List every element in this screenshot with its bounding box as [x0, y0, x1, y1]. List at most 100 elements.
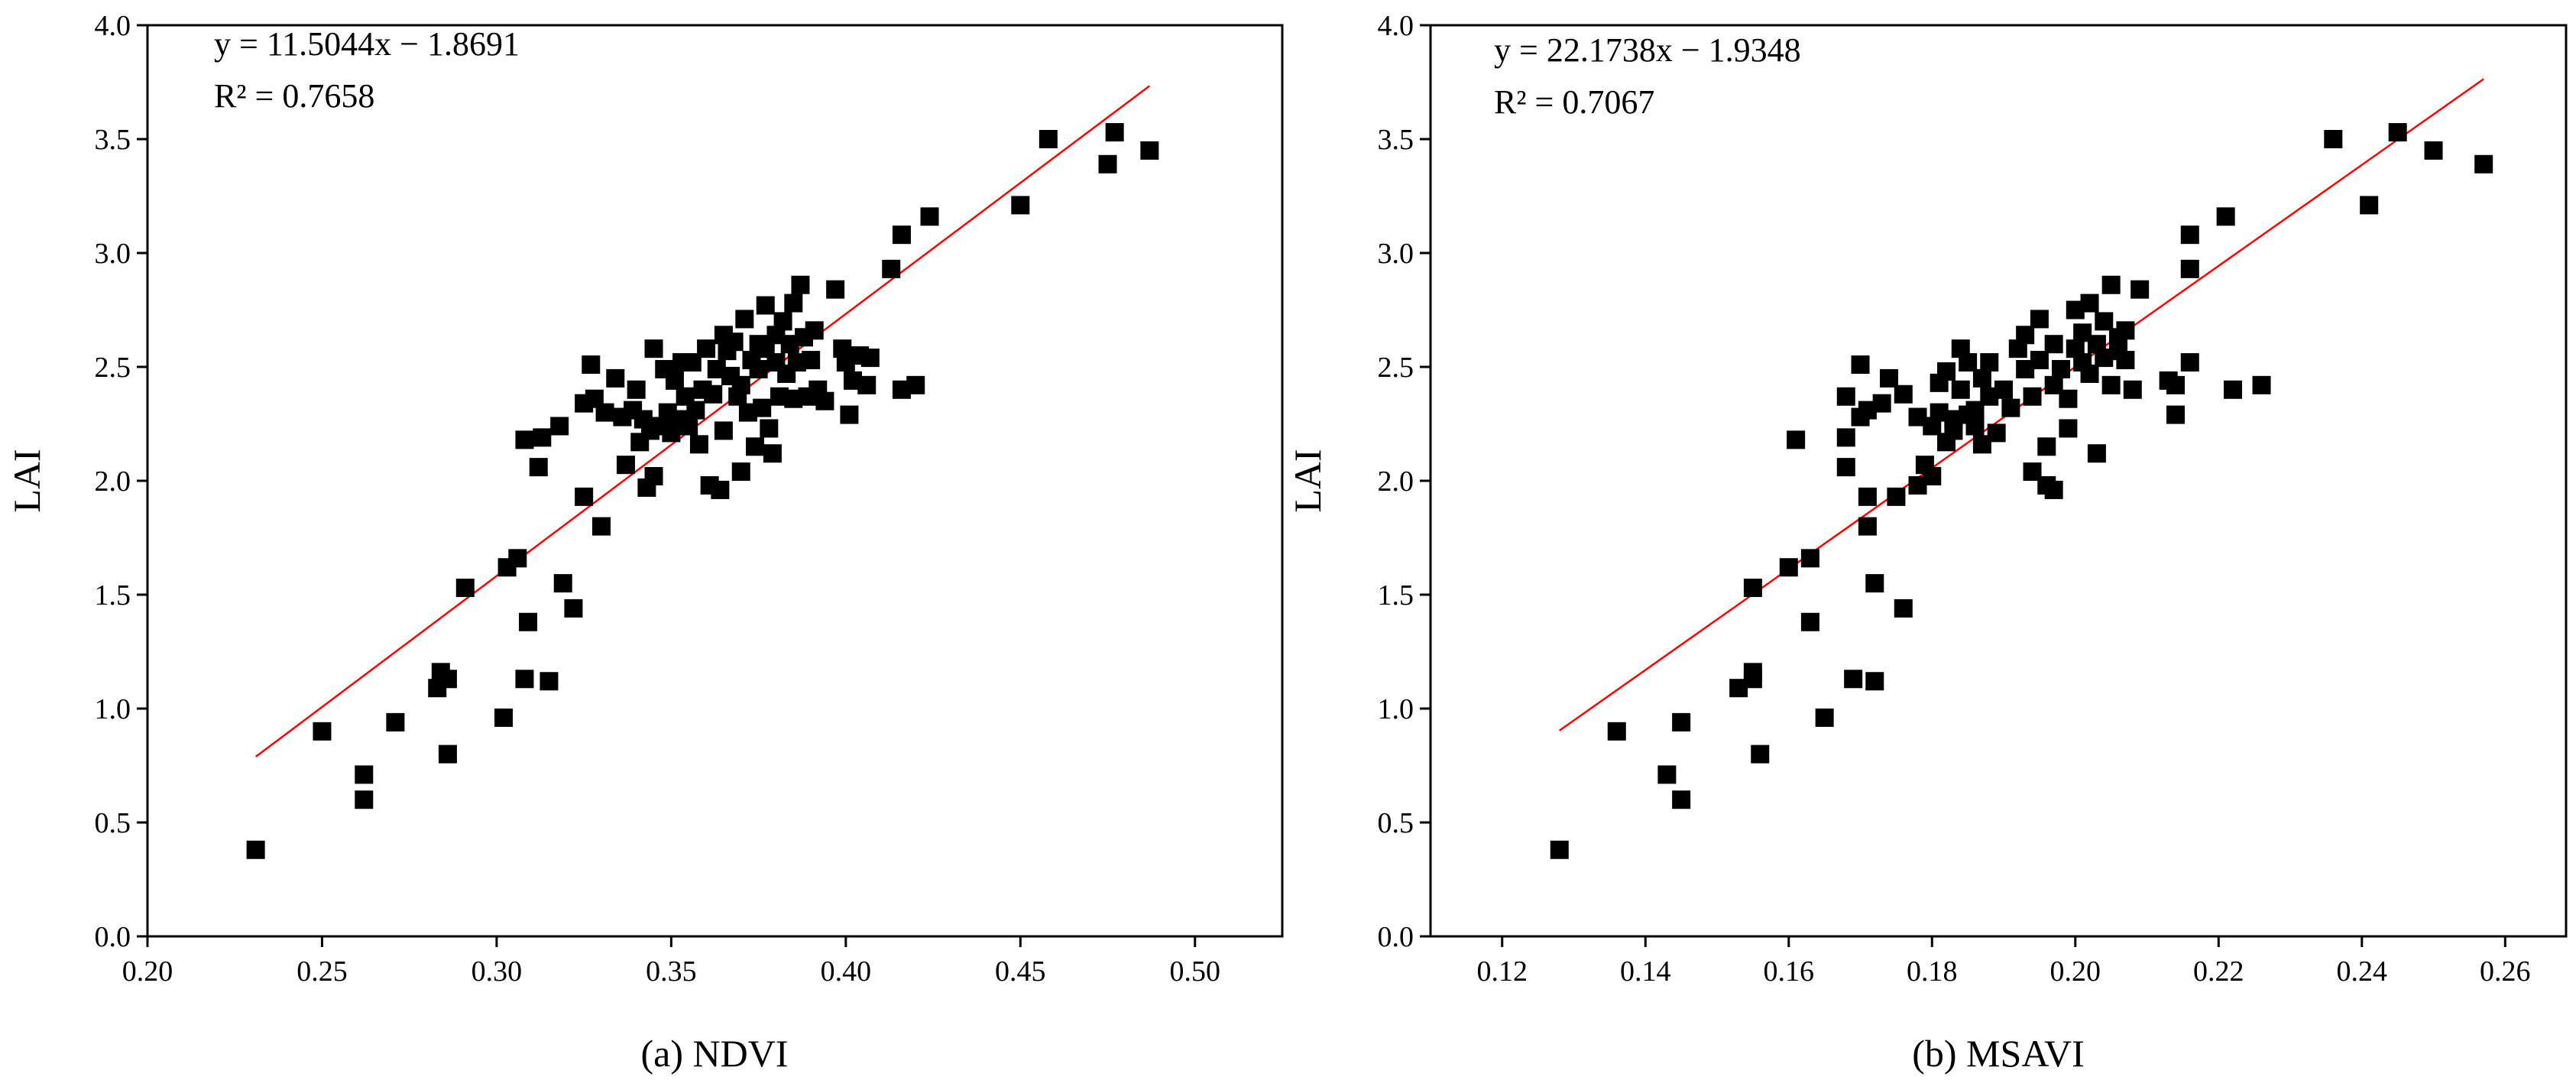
- data-point: [920, 207, 939, 226]
- data-point: [2030, 351, 2049, 370]
- x-tick-label: 0.50: [1170, 955, 1221, 988]
- data-point: [686, 401, 705, 420]
- data-point: [1743, 670, 1762, 689]
- y-tick-label: 2.5: [1378, 352, 1414, 384]
- data-point: [515, 670, 534, 689]
- data-point: [689, 435, 708, 454]
- data-point: [1800, 612, 1819, 631]
- data-point: [644, 339, 663, 358]
- y-tick-label: 0.0: [1378, 921, 1414, 953]
- data-point: [1836, 458, 1855, 477]
- data-point: [582, 355, 601, 375]
- data-point: [438, 670, 457, 689]
- x-tick-label: 0.45: [995, 955, 1046, 988]
- data-point: [2166, 405, 2186, 424]
- data-point: [550, 417, 569, 436]
- x-axis-label: (b) MSAVI: [1912, 1032, 2085, 1075]
- data-point: [2474, 154, 2493, 174]
- data-point: [564, 599, 583, 618]
- data-point: [2360, 196, 2379, 215]
- data-point: [724, 333, 744, 352]
- x-tick-label: 0.30: [471, 955, 523, 988]
- data-point: [1980, 353, 1999, 372]
- data-point: [2216, 207, 2235, 226]
- data-point: [2080, 364, 2099, 383]
- data-point: [731, 375, 750, 394]
- data-point: [802, 351, 821, 370]
- regression-line: [254, 85, 1151, 758]
- data-point: [627, 380, 646, 399]
- data-point: [2052, 359, 2071, 378]
- data-point: [1011, 196, 1030, 215]
- data-point: [773, 312, 792, 331]
- data-point: [857, 375, 876, 394]
- y-tick-label: 3.5: [1378, 124, 1414, 156]
- y-tick-label: 4.0: [95, 10, 131, 42]
- data-point: [2180, 353, 2199, 372]
- data-point: [882, 259, 901, 278]
- data-point: [2059, 389, 2078, 408]
- data-point: [1880, 368, 1899, 388]
- data-point: [1836, 428, 1855, 447]
- data-point: [2016, 326, 2035, 345]
- x-tick-label: 0.25: [296, 955, 348, 988]
- x-tick-label: 0.26: [2480, 955, 2531, 988]
- data-point: [805, 321, 824, 340]
- data-point: [906, 375, 925, 394]
- data-point: [746, 437, 765, 456]
- data-point: [753, 398, 772, 417]
- x-tick-label: 0.35: [646, 955, 697, 988]
- data-point: [2130, 280, 2150, 299]
- data-point: [595, 403, 614, 422]
- data-point: [1657, 765, 1677, 784]
- y-tick-label: 1.0: [1378, 693, 1414, 725]
- data-point: [616, 456, 635, 475]
- data-point: [2044, 480, 2063, 499]
- x-tick-label: 0.14: [1620, 955, 1671, 988]
- y-tick-label: 1.5: [95, 579, 131, 612]
- data-point: [1965, 417, 1985, 436]
- data-point: [1994, 380, 2014, 399]
- data-point: [1894, 384, 1913, 404]
- y-tick-label: 3.5: [95, 124, 131, 156]
- data-point: [455, 579, 475, 598]
- data-point: [575, 487, 594, 506]
- data-point: [1105, 123, 1124, 142]
- x-tick-label: 0.24: [2337, 955, 2388, 988]
- data-point: [1951, 380, 1970, 399]
- r-squared-label: R² = 0.7067: [1494, 83, 1654, 121]
- data-point: [665, 371, 684, 390]
- data-point: [892, 225, 911, 245]
- data-point: [2388, 123, 2407, 142]
- data-point: [2252, 375, 2271, 394]
- data-point: [2324, 130, 2343, 148]
- x-tick-label: 0.20: [122, 955, 173, 988]
- data-point: [1987, 423, 2006, 443]
- data-point: [386, 712, 405, 732]
- data-point: [438, 745, 457, 764]
- data-point: [1844, 670, 1863, 689]
- data-point: [2123, 380, 2142, 399]
- data-point: [313, 722, 332, 741]
- x-tick-label: 0.18: [1907, 955, 1958, 988]
- data-point: [519, 612, 538, 631]
- data-point: [2166, 375, 2186, 394]
- panel-a-ndvi: 0.0 0.5 1.0 1.5 2.0 2.5 3.0 3.5 4.0 0.20 0.25 0.30 0…: [5, 10, 1284, 1075]
- data-point: [860, 349, 880, 368]
- y-tick-label: 2.0: [95, 466, 131, 498]
- data-point: [1972, 368, 1991, 388]
- y-tick-label: 1.5: [1378, 579, 1414, 612]
- data-point: [355, 790, 374, 809]
- x-tick-label: 0.22: [2193, 955, 2244, 988]
- data-point: [735, 310, 754, 329]
- data-point: [1836, 387, 1855, 406]
- data-point: [2080, 294, 2099, 313]
- plot-frame: [1429, 24, 2568, 938]
- data-point: [1815, 708, 1834, 727]
- x-axis-label: (a) NDVI: [641, 1032, 789, 1075]
- data-point: [815, 391, 834, 410]
- data-point: [1923, 467, 1942, 486]
- data-point: [540, 672, 559, 691]
- regression-equation: y = 22.1738x − 1.9348: [1494, 31, 1801, 69]
